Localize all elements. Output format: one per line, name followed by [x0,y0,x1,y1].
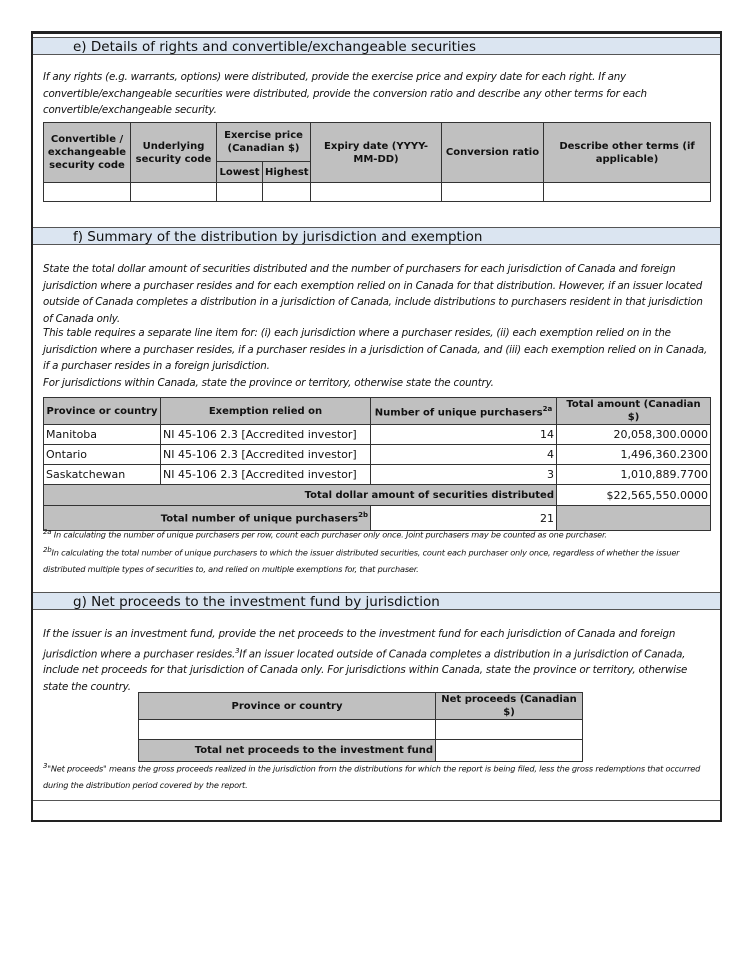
cell[interactable] [138,719,436,740]
exemption-cell: NI 45-106 2.3 [Accredited investor] [160,444,371,465]
total-row: Total net proceeds to the investment fun… [138,739,583,762]
section-f-para2: This table requires a separate line item… [43,327,708,372]
net-proceeds-table: Province or country Net proceeds (Canadia… [138,692,583,762]
distribution-table: Province or country Exemption relied on Nu… [43,397,711,531]
section-e-header: e) Details of rights and convertible/exc… [33,37,720,55]
cell[interactable] [261,182,312,202]
exemption-cell: NI 45-106 2.3 [Accredited investor] [160,424,371,445]
total-purchasers-value: 21 [370,505,557,531]
section-f-para1: State the total dollar amount of securit… [43,263,703,325]
col-exemption: Exemption relied on [160,397,371,425]
col-lowest: Lowest [216,161,263,183]
table-row: Manitoba NI 45-106 2.3 [Accredited invest… [43,424,711,445]
section-f-header: f) Summary of the distribution by jurisd… [33,227,720,245]
amount-cell: 20,058,300.0000 [556,424,711,445]
section-g-instructions: If the issuer is an investment fund, pro… [43,628,688,693]
province-cell: Saskatchewan [43,464,161,485]
table-row [138,719,583,740]
cell[interactable] [43,182,131,202]
divider [33,800,720,801]
purchasers-cell: 3 [370,464,557,485]
total-purchasers-row: Total number of unique purchasers2b 21 [43,505,711,531]
col-highest: Highest [261,161,312,183]
total-amount-row: Total dollar amount of securities distri… [43,484,711,506]
col-province: Province or country [138,692,436,720]
footnote-2b: 2bIn calculating the total number of uni… [43,546,680,574]
cell[interactable] [216,182,263,202]
section-f-para3: For jurisdictions within Canada, state t… [43,377,494,389]
province-cell: Ontario [43,444,161,465]
blank-cell [556,505,711,531]
col-amount: Total amount (Canadian $) [556,397,711,425]
col-underlying: Underlying security code [130,122,217,183]
col-security-code: Convertible / exchangeable security code [43,122,131,183]
total-net-proceeds-label: Total net proceeds to the investment fun… [138,739,436,762]
form-page-frame [31,31,722,822]
total-amount-label: Total dollar amount of securities distri… [43,484,557,506]
footnote-3: 3"Net proceeds" means the gross proceeds… [43,762,701,790]
section-g-header: g) Net proceeds to the investment fund b… [33,592,720,610]
col-other-terms: Describe other terms (if applicable) [543,122,712,183]
province-cell: Manitoba [43,424,161,445]
amount-cell: 1,010,889.7700 [556,464,711,485]
col-expiry: Expiry date (YYYY-MM-DD) [310,122,443,183]
purchasers-cell: 4 [370,444,557,465]
total-purchasers-label: Total number of unique purchasers2b [43,505,371,531]
amount-cell: 1,496,360.2300 [556,444,711,465]
cell[interactable] [441,182,545,202]
exemption-cell: NI 45-106 2.3 [Accredited investor] [160,464,371,485]
footnote-2a: 2a In calculating the number of unique p… [43,528,607,540]
cell[interactable] [130,182,217,202]
table-row: Saskatchewan NI 45-106 2.3 [Accredited in… [43,464,711,485]
section-e-instructions: If any rights (e.g. warrants, options) w… [43,71,647,116]
cell[interactable] [310,182,443,202]
total-amount-value: $22,565,550.0000 [556,484,711,506]
col-purchasers: Number of unique purchasers2a [370,397,557,425]
col-net-proceeds: Net proceeds (Canadian $) [435,692,583,720]
rights-table: Convertible / exchangeable security code… [43,122,712,202]
purchasers-cell: 14 [370,424,557,445]
table-row: Ontario NI 45-106 2.3 [Accredited investo… [43,444,711,465]
col-exercise-price: Exercise price (Canadian $) [215,122,312,162]
table-row [43,182,712,202]
total-net-proceeds-value[interactable] [435,739,583,762]
col-province: Province or country [43,397,161,425]
cell[interactable] [543,182,712,202]
cell[interactable] [435,719,583,740]
col-ratio: Conversion ratio [441,122,545,183]
